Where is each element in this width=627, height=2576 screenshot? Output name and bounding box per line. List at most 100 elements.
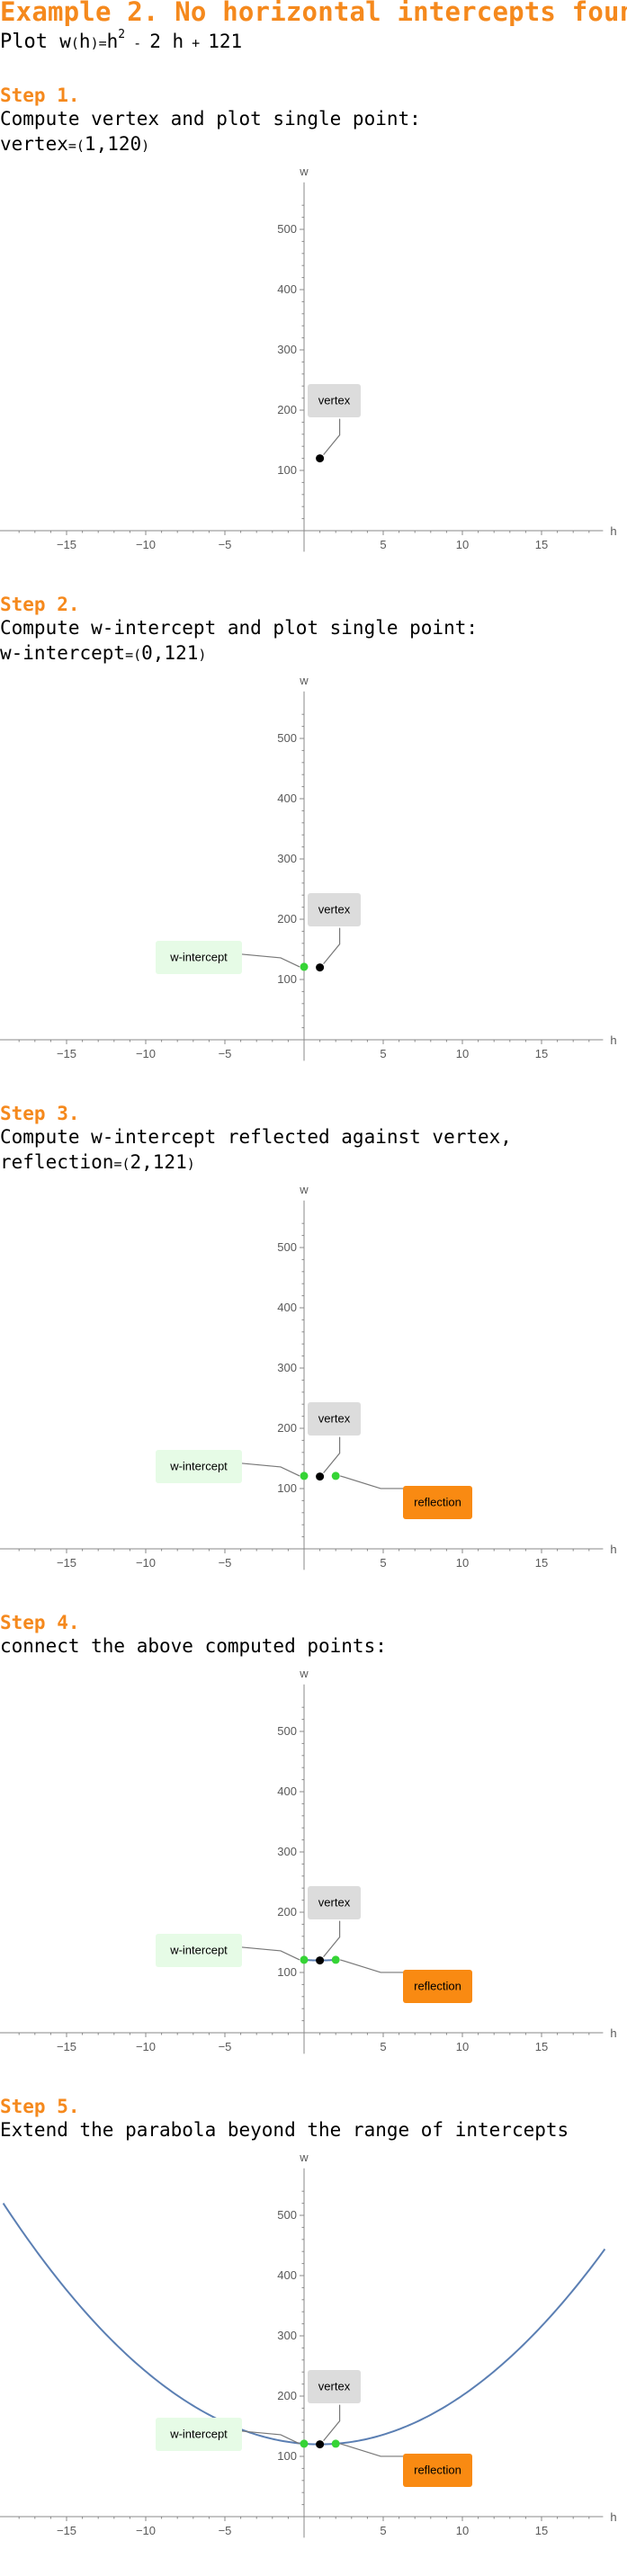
- vertex-callout-box: [308, 893, 361, 926]
- x-tick-label: 5: [380, 2040, 386, 2053]
- plot-prefix: Plot: [0, 31, 60, 53]
- vertex-point: [316, 2440, 325, 2449]
- intercept-point: [331, 1955, 340, 1964]
- vertex-callout-leader: [323, 1436, 341, 1473]
- vertex-point: [316, 963, 325, 972]
- vertex-point: [316, 1472, 325, 1481]
- y-tick-label: 200: [277, 2389, 297, 2402]
- intercept-callout-box: [156, 1934, 242, 1967]
- x-tick-label: 10: [456, 2524, 469, 2537]
- y-tick-label: 400: [277, 2268, 297, 2282]
- x-tick-label: −15: [57, 538, 76, 551]
- reflection-callout-box: [403, 1486, 472, 1519]
- y-tick-label: 500: [277, 731, 297, 745]
- intercept-callout-leader: [241, 953, 300, 968]
- x-tick-label: −15: [57, 1047, 76, 1060]
- y-tick-label: 400: [277, 792, 297, 805]
- page-title: Example 2. No horizontal intercepts foun…: [0, 0, 627, 27]
- vertex-callout-leader: [323, 1920, 341, 1957]
- y-tick-label: 300: [277, 852, 297, 865]
- y-axis-title: w: [299, 674, 309, 687]
- x-tick-label: 10: [456, 538, 469, 551]
- y-tick-label: 400: [277, 282, 297, 296]
- expr-base: h: [106, 31, 119, 52]
- intercept-point: [300, 1955, 309, 1964]
- vertex-callout-box: [308, 384, 361, 417]
- x-axis-title: h: [610, 2026, 616, 2040]
- vertex-callout-leader: [323, 927, 341, 964]
- vertex-point: [316, 454, 325, 463]
- reflection-callout-leader: [340, 1959, 403, 1973]
- y-tick-label: 200: [277, 912, 297, 926]
- step-5-description: Extend the parabola beyond the range of …: [0, 2117, 569, 2142]
- step-4-description: connect the above computed points:: [0, 1633, 387, 1659]
- x-tick-label: 5: [380, 1556, 386, 1570]
- vertex-callout-box: [308, 1402, 361, 1436]
- expr-constant: 121: [208, 31, 243, 52]
- x-tick-label: 15: [535, 2524, 548, 2537]
- vertex-callout-box: [308, 1886, 361, 1919]
- x-axis-title: h: [610, 524, 616, 538]
- step-2-result: w-intercept=(0,121): [0, 642, 207, 664]
- reflection-callout-leader: [340, 2443, 403, 2457]
- step-2-description: Compute w-intercept and plot single poin…: [0, 615, 478, 667]
- intercept-callout-box: [156, 2418, 242, 2451]
- intercept-point: [300, 962, 309, 971]
- step-4-heading: Step 4.: [0, 1612, 80, 1633]
- step-3-chart: h w −15 −10 −5 5 10 15 100 200 300 400 500 vertex w-in…: [0, 1183, 617, 1570]
- expr-op-plus: +: [184, 35, 209, 51]
- x-tick-label: −5: [219, 1047, 232, 1060]
- expr-exponent: 2: [118, 28, 126, 41]
- reflection-callout-label: reflection: [414, 1980, 461, 1993]
- vertex-callout-leader: [323, 418, 341, 455]
- step-5-heading: Step 5.: [0, 2096, 80, 2117]
- y-tick-label: 500: [277, 1240, 297, 1254]
- y-axis-title: w: [299, 1183, 309, 1196]
- x-tick-label: 15: [535, 1047, 548, 1060]
- x-tick-label: −5: [219, 2524, 232, 2537]
- x-tick-label: −5: [219, 2040, 232, 2053]
- y-tick-label: 300: [277, 1845, 297, 1858]
- x-tick-label: 5: [380, 2524, 386, 2537]
- intercept-point: [331, 2439, 340, 2448]
- vertex-callout-label: vertex: [318, 2380, 351, 2393]
- vertex-callout-label: vertex: [318, 394, 351, 407]
- vertex-callout-label: vertex: [318, 1896, 351, 1910]
- step-3-line-1: Compute w-intercept reflected against ve…: [0, 1126, 512, 1148]
- step-5-line-1: Extend the parabola beyond the range of …: [0, 2119, 569, 2141]
- x-tick-label: −5: [219, 538, 232, 551]
- step-2-heading: Step 2.: [0, 594, 80, 615]
- x-tick-label: 10: [456, 1047, 469, 1060]
- step-3-heading: Step 3.: [0, 1103, 80, 1124]
- vertex-point: [316, 1956, 325, 1965]
- function-name: w: [59, 31, 71, 52]
- x-tick-label: −15: [57, 1556, 76, 1570]
- step-1-chart: h w −15 −10 −5 5 10 15 100 200 300 400 500 vertex: [0, 165, 617, 552]
- intercept-point: [300, 1471, 309, 1480]
- vertex-callout-label: vertex: [318, 1412, 351, 1426]
- y-tick-label: 200: [277, 1421, 297, 1435]
- vertex-callout-leader: [323, 2404, 341, 2441]
- vertex-callout-label: vertex: [318, 903, 351, 917]
- y-tick-label: 200: [277, 403, 297, 416]
- x-tick-label: −15: [57, 2040, 76, 2053]
- x-tick-label: 15: [535, 538, 548, 551]
- y-tick-label: 300: [277, 2329, 297, 2342]
- x-tick-label: −5: [219, 1556, 232, 1570]
- intercept-callout-label: w-intercept: [169, 951, 228, 964]
- x-tick-label: 10: [456, 1556, 469, 1570]
- x-tick-label: −10: [136, 1556, 156, 1570]
- x-axis-title: h: [610, 1543, 616, 1556]
- intercept-point: [331, 1471, 340, 1480]
- x-tick-label: −10: [136, 2524, 156, 2537]
- reflection-callout-box: [403, 1970, 472, 2003]
- y-tick-label: 300: [277, 1361, 297, 1374]
- y-tick-label: 100: [277, 972, 297, 986]
- x-tick-label: 5: [380, 1047, 386, 1060]
- intercept-callout-label: w-intercept: [169, 2428, 228, 2441]
- x-tick-label: 10: [456, 2040, 469, 2053]
- step-1-description: Compute vertex and plot single point: ve…: [0, 106, 421, 158]
- y-axis-title: w: [299, 165, 309, 178]
- step-2-chart: h w −15 −10 −5 5 10 15 100 200 300 400 500 vertex w-in…: [0, 674, 617, 1061]
- x-axis-title: h: [610, 2510, 616, 2524]
